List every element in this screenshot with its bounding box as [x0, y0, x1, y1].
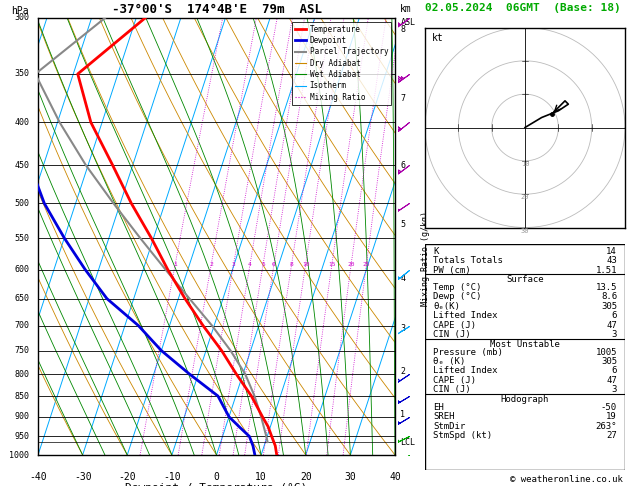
Text: 800: 800	[14, 369, 29, 379]
Text: CIN (J): CIN (J)	[433, 330, 470, 339]
Text: PW (cm): PW (cm)	[433, 266, 470, 275]
Text: θₑ(K): θₑ(K)	[433, 302, 460, 311]
Legend: Temperature, Dewpoint, Parcel Trajectory, Dry Adiabat, Wet Adiabat, Isotherm, Mi: Temperature, Dewpoint, Parcel Trajectory…	[292, 22, 391, 104]
Text: 8.6: 8.6	[601, 293, 617, 301]
Text: 950: 950	[14, 432, 29, 441]
Text: 43: 43	[606, 256, 617, 265]
Text: 300: 300	[14, 14, 29, 22]
Text: CIN (J): CIN (J)	[433, 385, 470, 394]
Text: 25: 25	[363, 262, 370, 267]
Text: 2: 2	[400, 367, 405, 376]
Text: ASL: ASL	[400, 17, 415, 27]
Text: Hodograph: Hodograph	[501, 395, 549, 404]
Text: 850: 850	[14, 392, 29, 400]
Text: 3: 3	[611, 330, 617, 339]
Text: 3: 3	[400, 324, 405, 332]
Text: 47: 47	[606, 376, 617, 385]
Text: Lifted Index: Lifted Index	[433, 366, 498, 375]
Text: 4: 4	[248, 262, 252, 267]
Text: LCL: LCL	[400, 437, 415, 447]
Text: CAPE (J): CAPE (J)	[433, 376, 476, 385]
Text: -37°00'S  174°4B'E  79m  ASL: -37°00'S 174°4B'E 79m ASL	[111, 2, 321, 16]
Text: 550: 550	[14, 233, 29, 243]
Text: km: km	[400, 3, 412, 14]
Text: 1: 1	[400, 410, 405, 419]
Text: 2: 2	[209, 262, 213, 267]
Text: 7: 7	[400, 94, 405, 104]
Text: 3: 3	[231, 262, 235, 267]
Text: 10: 10	[521, 161, 529, 167]
Text: 650: 650	[14, 294, 29, 303]
Text: 500: 500	[14, 199, 29, 208]
Text: 20: 20	[521, 194, 529, 200]
Text: SREH: SREH	[433, 412, 455, 421]
Text: Pressure (mb): Pressure (mb)	[433, 347, 503, 357]
Text: 900: 900	[14, 412, 29, 421]
Text: 02.05.2024  06GMT  (Base: 18): 02.05.2024 06GMT (Base: 18)	[425, 2, 621, 13]
Text: -40: -40	[29, 471, 47, 482]
Text: © weatheronline.co.uk: © weatheronline.co.uk	[510, 475, 623, 484]
Text: 305: 305	[601, 302, 617, 311]
Text: 1: 1	[173, 262, 177, 267]
Text: 10: 10	[302, 262, 309, 267]
Text: EH: EH	[433, 403, 443, 412]
Text: 27: 27	[606, 431, 617, 440]
Text: 10: 10	[255, 471, 267, 482]
Text: 400: 400	[14, 118, 29, 127]
Text: Most Unstable: Most Unstable	[490, 340, 560, 348]
Text: 20: 20	[347, 262, 355, 267]
Text: 1000: 1000	[9, 451, 29, 459]
Text: K: K	[433, 247, 438, 256]
Text: hPa: hPa	[11, 6, 29, 16]
Text: CAPE (J): CAPE (J)	[433, 321, 476, 330]
Text: 8: 8	[400, 25, 405, 35]
Text: 14: 14	[606, 247, 617, 256]
Text: 3: 3	[611, 385, 617, 394]
Text: 40: 40	[389, 471, 401, 482]
Text: 6: 6	[611, 312, 617, 320]
Text: Mixing Ratio (g/kg): Mixing Ratio (g/kg)	[421, 211, 430, 306]
Text: Lifted Index: Lifted Index	[433, 312, 498, 320]
Text: 0: 0	[214, 471, 220, 482]
Text: 450: 450	[14, 161, 29, 170]
Text: -50: -50	[601, 403, 617, 412]
Text: 13.5: 13.5	[596, 283, 617, 292]
Text: 263°: 263°	[596, 421, 617, 431]
Text: kt: kt	[431, 33, 443, 43]
Text: Surface: Surface	[506, 275, 544, 284]
Text: -20: -20	[118, 471, 136, 482]
Text: 8: 8	[290, 262, 294, 267]
Text: 305: 305	[601, 357, 617, 366]
Text: 47: 47	[606, 321, 617, 330]
Text: 6: 6	[611, 366, 617, 375]
Text: StmDir: StmDir	[433, 421, 465, 431]
Text: 6: 6	[272, 262, 276, 267]
Text: 5: 5	[261, 262, 265, 267]
Text: 4: 4	[400, 274, 405, 283]
Text: -30: -30	[74, 471, 91, 482]
Text: 350: 350	[14, 69, 29, 78]
Text: Dewp (°C): Dewp (°C)	[433, 293, 481, 301]
Text: StmSpd (kt): StmSpd (kt)	[433, 431, 492, 440]
Text: 19: 19	[606, 412, 617, 421]
Text: 20: 20	[300, 471, 311, 482]
Text: 5: 5	[400, 220, 405, 229]
Text: 30: 30	[345, 471, 356, 482]
Text: Temp (°C): Temp (°C)	[433, 283, 481, 292]
Text: 600: 600	[14, 265, 29, 274]
Text: θₑ (K): θₑ (K)	[433, 357, 465, 366]
Text: 700: 700	[14, 321, 29, 330]
Text: 750: 750	[14, 346, 29, 355]
Text: Dewpoint / Temperature (°C): Dewpoint / Temperature (°C)	[125, 484, 308, 486]
Text: 30: 30	[521, 227, 529, 233]
Text: 1005: 1005	[596, 347, 617, 357]
Text: -10: -10	[163, 471, 181, 482]
Text: 1.51: 1.51	[596, 266, 617, 275]
Text: 6: 6	[400, 161, 405, 170]
Text: 15: 15	[328, 262, 336, 267]
Text: Totals Totals: Totals Totals	[433, 256, 503, 265]
